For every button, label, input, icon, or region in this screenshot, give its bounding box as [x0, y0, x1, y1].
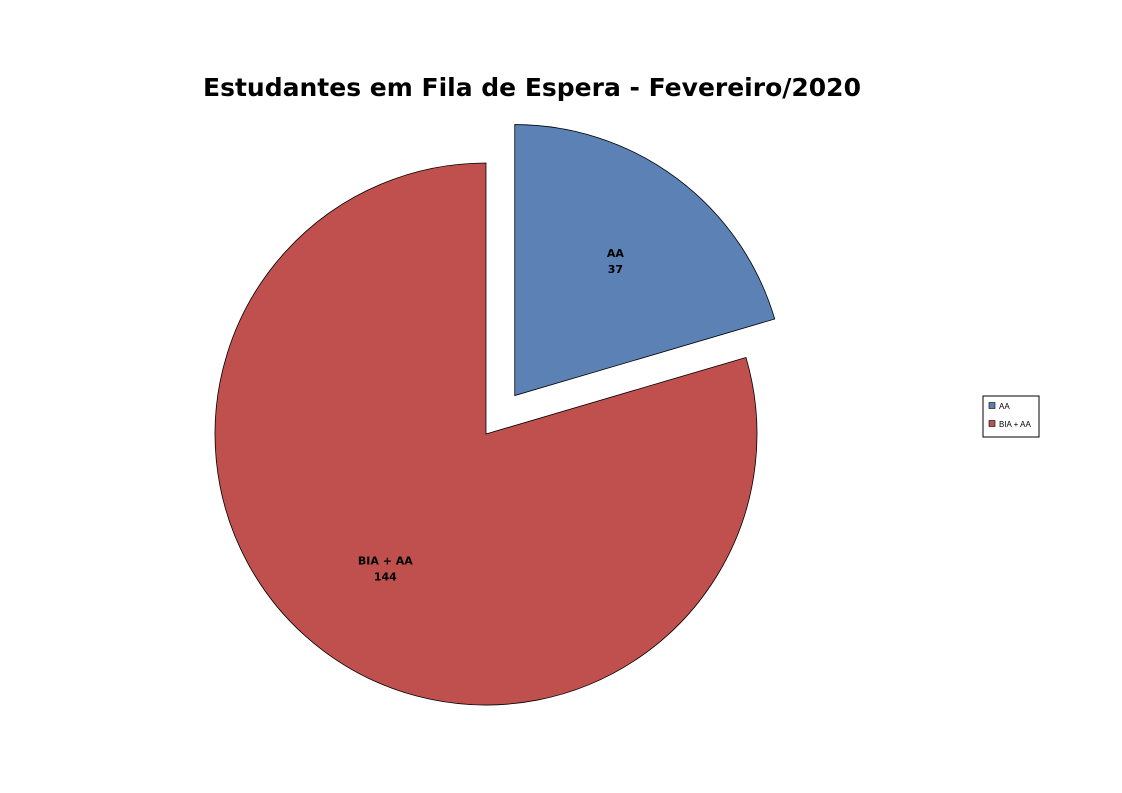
legend-swatch — [988, 420, 996, 427]
legend-box — [982, 395, 1040, 438]
legend-swatch — [988, 402, 996, 409]
legend: AA BIA + AA — [982, 395, 1040, 438]
data-label: BIA + AA 144 — [358, 555, 413, 584]
legend-label: BIA + AA — [999, 420, 1031, 429]
legend-label: AA — [999, 402, 1010, 411]
chart-title: Estudantes em Fila de Espera - Fevereiro… — [203, 73, 861, 102]
pie-slice-bia-aa — [214, 162, 758, 706]
data-label: AA 37 — [607, 247, 625, 276]
pie-slice-aa — [514, 124, 776, 397]
